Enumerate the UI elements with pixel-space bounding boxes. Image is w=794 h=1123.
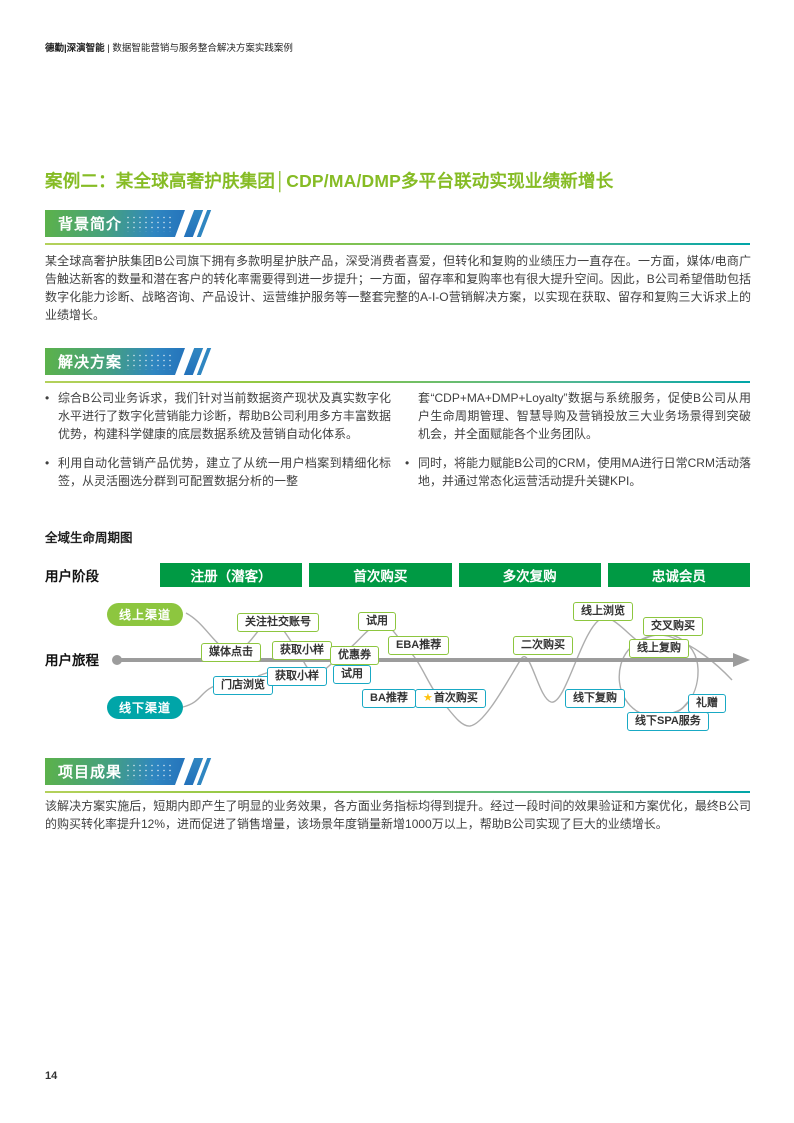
diagram-title: 全域生命周期图 [45, 531, 133, 545]
solution-column-right: 套“CDP+MA+DMP+Loyalty”数据与系统服务，促使B公司从用户生命周… [405, 389, 751, 501]
badge-dots-decoration [125, 353, 171, 370]
solution-column-left: 综合B公司业务诉求，我们针对当前数据资产现状及真实数字化水平进行了数字化营销能力… [45, 389, 391, 501]
channel-online-pill: 线上渠道 [107, 603, 183, 626]
section-badge-solution: 解决方案 [45, 348, 212, 375]
solution-continuation: 套“CDP+MA+DMP+Loyalty”数据与系统服务，促使B公司从用户生命周… [418, 391, 751, 441]
node-first-purchase: ★首次购买 [415, 689, 486, 708]
section-divider [45, 791, 750, 793]
stage-buttons: 注册（潜客） 首次购买 多次复购 忠诚会员 [160, 563, 750, 587]
badge-results-label: 项目成果 [58, 764, 123, 781]
stage-row: 用户阶段 注册（潜客） 首次购买 多次复购 忠诚会员 [45, 563, 750, 587]
node-offline-repurchase: 线下复购 [565, 689, 625, 708]
node-online-browse: 线上浏览 [573, 602, 633, 621]
badge-dots-decoration [125, 215, 171, 232]
node-coupon: 优惠券 [330, 646, 379, 665]
brand-text: 德勤|深演智能 [45, 43, 105, 54]
section-divider [45, 243, 750, 245]
badge-results: 项目成果 [45, 758, 185, 785]
badge-background: 背景简介 [45, 210, 185, 237]
star-icon: ★ [423, 692, 433, 704]
doc-header: 德勤|深演智能 | 数据智能营销与服务整合解决方案实践案例 [45, 40, 293, 54]
timeline-arrowhead [733, 653, 750, 667]
section-badge-background: 背景简介 [45, 210, 212, 237]
stage-repeat-purchase: 多次复购 [458, 563, 601, 587]
stage-first-purchase: 首次购买 [309, 563, 452, 587]
node-ba-recommend: BA推荐 [362, 689, 416, 708]
node-trial-online: 试用 [358, 612, 396, 631]
node-online-repurchase: 线上复购 [629, 639, 689, 658]
node-offline-spa: 线下SPA服务 [627, 712, 709, 731]
node-follow-social: 关注社交账号 [237, 613, 319, 632]
node-get-sample-online: 获取小样 [272, 641, 332, 660]
node-second-purchase: 二次购买 [513, 636, 573, 655]
section-badge-results: 项目成果 [45, 758, 212, 785]
solution-bullet-3: 同时，将能力赋能B公司的CRM，使用MA进行日常CRM活动落地，并通过常态化运营… [405, 454, 751, 490]
background-paragraph: 某全球高奢护肤集团B公司旗下拥有多款明星护肤产品，深受消费者喜爱，但转化和复购的… [45, 254, 751, 322]
node-store-browse: 门店浏览 [213, 676, 273, 695]
node-cross-purchase: 交叉购买 [643, 617, 703, 636]
node-get-sample-offline: 获取小样 [267, 667, 327, 686]
node-trial-offline: 试用 [333, 665, 371, 684]
header-subtitle: | 数据智能营销与服务整合解决方案实践案例 [104, 43, 293, 54]
node-first-purchase-label: 首次购买 [433, 692, 478, 704]
stage-register: 注册（潜客） [160, 563, 303, 587]
badge-background-label: 背景简介 [58, 216, 123, 233]
section-divider [45, 381, 750, 383]
solution-bullet-1: 综合B公司业务诉求，我们针对当前数据资产现状及真实数字化水平进行了数字化营销能力… [45, 389, 391, 443]
node-eba-recommend: EBA推荐 [388, 636, 450, 655]
timeline-start-dot [112, 655, 122, 665]
node-media-click: 媒体点击 [201, 643, 261, 662]
results-paragraph: 该解决方案实施后，短期内即产生了明显的业务效果，各方面业务指标均得到提升。经过一… [45, 799, 751, 831]
journey-diagram: 用户旅程 线上渠道 线下渠道 关注社交账号 媒体点击 获取小样 优惠券 试用 E… [0, 595, 794, 747]
stage-loyal-member: 忠诚会员 [607, 563, 750, 587]
badge-solution-label: 解决方案 [58, 354, 123, 371]
page-title: 案例二：某全球高奢护肤集团│CDP/MA/DMP多平台联动实现业绩新增长 [45, 171, 614, 191]
page-number: 14 [45, 1070, 58, 1082]
journey-row-label: 用户旅程 [45, 653, 99, 668]
node-gift: 礼赠 [688, 694, 726, 713]
channel-offline-pill: 线下渠道 [107, 696, 183, 719]
solution-bullet-2: 利用自动化营销产品优势，建立了从统一用户档案到精细化标签，从灵活圈选分群到可配置… [45, 454, 391, 490]
badge-dots-decoration [125, 763, 171, 780]
stage-row-label: 用户阶段 [45, 569, 99, 584]
badge-solution: 解决方案 [45, 348, 185, 375]
